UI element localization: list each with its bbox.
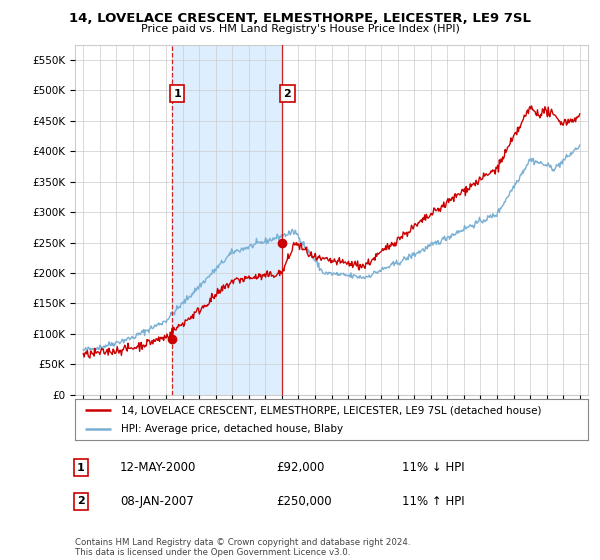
Text: 14, LOVELACE CRESCENT, ELMESTHORPE, LEICESTER, LE9 7SL (detached house): 14, LOVELACE CRESCENT, ELMESTHORPE, LEIC… [121, 405, 542, 415]
Text: £92,000: £92,000 [276, 461, 325, 474]
Text: 1: 1 [173, 89, 181, 99]
Bar [172, 45, 283, 395]
Text: Price paid vs. HM Land Registry's House Price Index (HPI): Price paid vs. HM Land Registry's House … [140, 24, 460, 34]
Text: 2: 2 [283, 89, 291, 99]
Text: 08-JAN-2007: 08-JAN-2007 [120, 494, 194, 508]
Text: 14, LOVELACE CRESCENT, ELMESTHORPE, LEICESTER, LE9 7SL: 14, LOVELACE CRESCENT, ELMESTHORPE, LEIC… [69, 12, 531, 25]
Text: £250,000: £250,000 [276, 494, 332, 508]
Text: 11% ↓ HPI: 11% ↓ HPI [402, 461, 464, 474]
Text: 12-MAY-2000: 12-MAY-2000 [120, 461, 196, 474]
Text: HPI: Average price, detached house, Blaby: HPI: Average price, detached house, Blab… [121, 424, 343, 433]
Text: 2: 2 [77, 496, 85, 506]
Text: Contains HM Land Registry data © Crown copyright and database right 2024.
This d: Contains HM Land Registry data © Crown c… [75, 538, 410, 557]
Text: 1: 1 [77, 463, 85, 473]
Text: 11% ↑ HPI: 11% ↑ HPI [402, 494, 464, 508]
